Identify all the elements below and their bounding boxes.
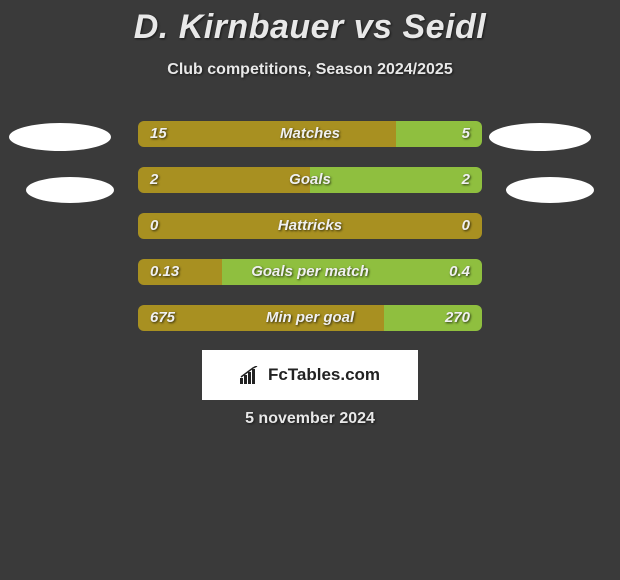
- stat-row: 0 0 Hattricks: [0, 213, 620, 239]
- stat-row: 675 270 Min per goal: [0, 305, 620, 331]
- right-value: 5: [462, 121, 470, 147]
- right-value: 270: [445, 305, 470, 331]
- ellipse-decoration: [26, 177, 114, 203]
- logo-box: FcTables.com: [202, 350, 418, 400]
- left-value: 675: [150, 305, 175, 331]
- logo-text: FcTables.com: [268, 365, 380, 385]
- stat-label: Min per goal: [266, 305, 354, 331]
- page-title: D. Kirnbauer vs Seidl: [0, 0, 620, 47]
- subtitle: Club competitions, Season 2024/2025: [0, 61, 620, 79]
- left-value: 15: [150, 121, 167, 147]
- left-value: 0: [150, 213, 158, 239]
- stat-row: 0.13 0.4 Goals per match: [0, 259, 620, 285]
- stat-label: Goals per match: [251, 259, 369, 285]
- bar-track: 675 270 Min per goal: [138, 305, 482, 331]
- left-value: 0.13: [150, 259, 179, 285]
- ellipse-decoration: [489, 123, 591, 151]
- bar-left: [138, 167, 310, 193]
- stat-label: Hattricks: [278, 213, 342, 239]
- bar-track: 15 5 Matches: [138, 121, 482, 147]
- bar-track: 0.13 0.4 Goals per match: [138, 259, 482, 285]
- bar-left: [138, 121, 396, 147]
- date-label: 5 november 2024: [245, 410, 375, 428]
- stat-label: Goals: [289, 167, 331, 193]
- bar-chart-icon: [240, 366, 262, 384]
- comparison-rows: 15 5 Matches 2 2 Goals 0 0 Hattricks 0.13 0.4 Goals…: [0, 121, 620, 331]
- right-value: 2: [462, 167, 470, 193]
- ellipse-decoration: [506, 177, 594, 203]
- right-value: 0.4: [449, 259, 470, 285]
- bar-track: 2 2 Goals: [138, 167, 482, 193]
- bar-track: 0 0 Hattricks: [138, 213, 482, 239]
- stat-label: Matches: [280, 121, 340, 147]
- right-value: 0: [462, 213, 470, 239]
- bar-right: [310, 167, 482, 193]
- ellipse-decoration: [9, 123, 111, 151]
- left-value: 2: [150, 167, 158, 193]
